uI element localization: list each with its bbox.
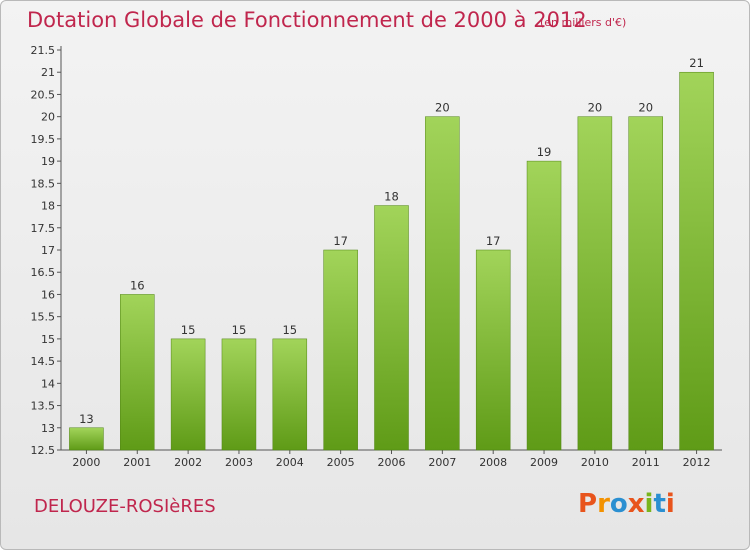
y-tick-label: 21.5 <box>31 44 56 57</box>
y-tick-label: 14 <box>41 377 55 390</box>
y-tick-label: 18.5 <box>31 177 56 190</box>
data-label: 15 <box>232 323 247 337</box>
y-tick-label: 20.5 <box>31 88 56 101</box>
data-label: 17 <box>333 234 348 248</box>
proxiti-logo: Proxiti <box>578 489 675 519</box>
bar <box>272 338 308 451</box>
y-tick-label: 18 <box>41 200 55 213</box>
bar <box>475 249 511 451</box>
y-tick-label: 13.5 <box>31 400 56 413</box>
logo-letter: P <box>578 489 598 519</box>
bars-group <box>69 71 714 451</box>
x-tick-label: 2006 <box>378 456 406 469</box>
bar <box>526 160 562 451</box>
x-tick-label: 2000 <box>72 456 100 469</box>
data-label: 17 <box>486 234 501 248</box>
x-tick-label: 2005 <box>327 456 355 469</box>
y-tick-label: 13 <box>41 422 55 435</box>
data-label: 21 <box>689 56 704 70</box>
bar <box>679 71 714 451</box>
x-tick-label: 2011 <box>632 456 660 469</box>
y-tick-label: 19.5 <box>31 133 56 146</box>
logo-letter: o <box>609 489 628 519</box>
data-label: 20 <box>588 101 603 115</box>
y-tick-label: 14.5 <box>31 355 56 368</box>
logo-letter: x <box>627 489 645 519</box>
bar <box>374 205 409 451</box>
bar <box>425 116 460 451</box>
chart-units: (en milliers d'€) <box>540 16 627 29</box>
bar <box>69 427 104 451</box>
x-tick-label: 2010 <box>581 456 609 469</box>
x-tick-label: 2007 <box>428 456 456 469</box>
bar <box>323 249 358 451</box>
y-tick-label: 17.5 <box>31 222 56 235</box>
logo-letter: i <box>644 489 654 519</box>
x-tick-label: 2009 <box>530 456 558 469</box>
x-tick-label: 2004 <box>276 456 304 469</box>
x-tick-label: 2002 <box>174 456 202 469</box>
x-tick-label: 2003 <box>225 456 253 469</box>
y-tick-label: 12.5 <box>31 444 56 457</box>
data-label: 20 <box>435 101 450 115</box>
x-tick-label: 2012 <box>683 456 711 469</box>
logo-letter: r <box>597 489 610 519</box>
bar <box>221 338 257 451</box>
x-tick-label: 2001 <box>123 456 151 469</box>
place-name: DELOUZE-ROSIèRES <box>34 496 216 517</box>
data-label: 15 <box>181 323 196 337</box>
data-label: 20 <box>638 101 653 115</box>
chart-title: Dotation Globale de Fonctionnement de 20… <box>27 8 587 32</box>
y-tick-label: 16.5 <box>31 266 56 279</box>
data-label: 19 <box>537 145 552 159</box>
y-tick-label: 15 <box>41 333 55 346</box>
data-label: 16 <box>130 278 145 292</box>
bar <box>120 294 155 451</box>
y-tick-label: 17 <box>41 244 55 257</box>
y-tick-label: 21 <box>41 66 55 79</box>
data-label: 15 <box>282 323 297 337</box>
bar <box>170 338 206 451</box>
data-label: 13 <box>79 412 94 426</box>
logo-letter: i <box>665 489 675 519</box>
bar <box>577 116 613 451</box>
y-tick-label: 20 <box>41 111 55 124</box>
data-label: 18 <box>384 190 399 204</box>
logo-letter: t <box>653 489 666 519</box>
x-tick-label: 2008 <box>479 456 507 469</box>
labels-group: 13 16 15 15 15 17 18 20 17 19 20 20 21 <box>79 56 704 426</box>
y-tick-label: 16 <box>41 288 55 301</box>
bar <box>628 116 663 451</box>
y-tick-label: 19 <box>41 155 55 168</box>
y-tick-label: 15.5 <box>31 311 56 324</box>
